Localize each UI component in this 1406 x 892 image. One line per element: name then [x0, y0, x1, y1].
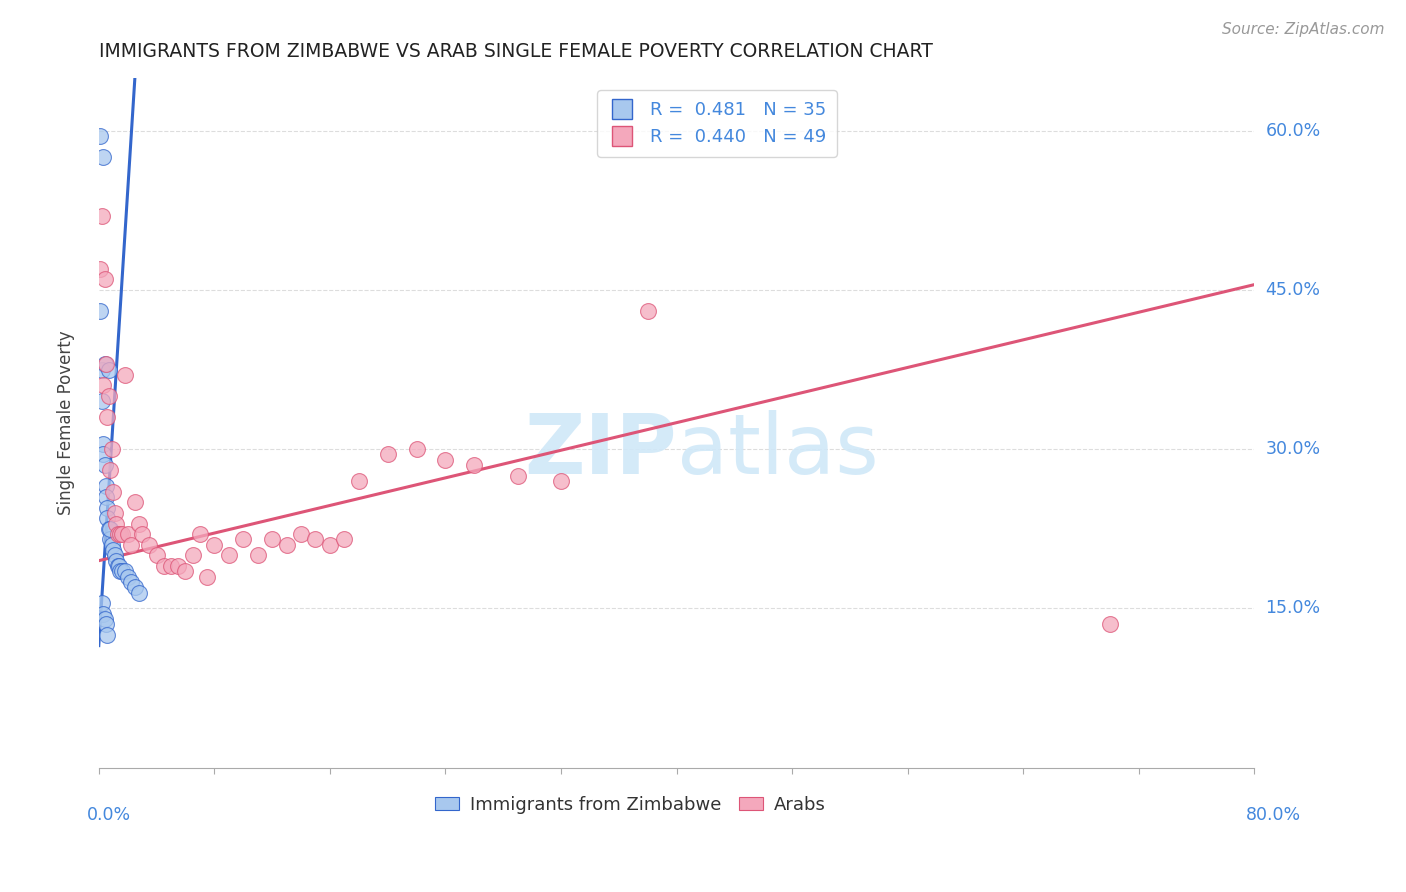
Point: [91, 437, 114, 451]
Point: [101, 538, 124, 552]
Point: [93, 612, 115, 626]
Point: [90, 394, 112, 409]
Point: [110, 527, 132, 541]
Point: [128, 585, 150, 599]
Text: 60.0%: 60.0%: [1265, 121, 1320, 140]
Text: 15.0%: 15.0%: [1265, 599, 1320, 617]
Point: [117, 527, 139, 541]
Point: [98, 533, 121, 547]
Point: [90, 362, 112, 376]
Point: [218, 549, 240, 563]
Text: 80.0%: 80.0%: [1246, 805, 1301, 823]
Point: [347, 474, 370, 488]
Text: atlas: atlas: [676, 409, 879, 491]
Point: [103, 543, 125, 558]
Point: [98, 522, 121, 536]
Point: [195, 569, 218, 583]
Point: [181, 549, 204, 563]
Point: [174, 564, 197, 578]
Point: [405, 442, 427, 457]
Point: [131, 527, 153, 541]
Point: [111, 564, 134, 578]
Point: [124, 495, 146, 509]
Point: [93, 458, 115, 472]
Point: [107, 527, 129, 541]
Point: [117, 569, 139, 583]
Point: [91, 607, 114, 621]
Point: [188, 527, 211, 541]
Point: [103, 484, 125, 499]
Point: [104, 506, 127, 520]
Point: [290, 527, 312, 541]
Y-axis label: Single Female Poverty: Single Female Poverty: [58, 330, 75, 515]
Point: [377, 448, 399, 462]
Point: [104, 549, 127, 563]
Point: [333, 533, 356, 547]
Point: [96, 511, 118, 525]
Text: IMMIGRANTS FROM ZIMBABWE VS ARAB SINGLE FEMALE POVERTY CORRELATION CHART: IMMIGRANTS FROM ZIMBABWE VS ARAB SINGLE …: [98, 42, 932, 61]
Point: [160, 559, 183, 574]
Point: [101, 442, 124, 457]
Point: [128, 516, 150, 531]
Point: [105, 516, 128, 531]
Point: [108, 559, 131, 574]
Point: [114, 564, 136, 578]
Point: [463, 458, 485, 472]
Point: [262, 533, 284, 547]
Text: 30.0%: 30.0%: [1265, 440, 1320, 458]
Point: [124, 580, 146, 594]
Text: 0.0%: 0.0%: [87, 805, 131, 823]
Point: [91, 378, 114, 392]
Point: [304, 533, 326, 547]
Point: [90, 596, 112, 610]
Point: [114, 368, 136, 382]
Point: [120, 574, 142, 589]
Text: ZIP: ZIP: [524, 409, 676, 491]
Point: [96, 500, 118, 515]
Point: [94, 357, 117, 371]
Point: [94, 617, 117, 632]
Point: [107, 559, 129, 574]
Point: [111, 527, 134, 541]
Point: [506, 468, 529, 483]
Point: [98, 463, 121, 477]
Point: [97, 362, 120, 376]
Point: [246, 549, 269, 563]
Point: [145, 549, 167, 563]
Point: [90, 209, 112, 223]
Point: [434, 452, 457, 467]
Point: [110, 564, 132, 578]
Text: Source: ZipAtlas.com: Source: ZipAtlas.com: [1222, 22, 1385, 37]
Point: [96, 628, 118, 642]
Point: [96, 410, 118, 425]
Point: [89, 128, 111, 143]
Point: [276, 538, 298, 552]
Text: 45.0%: 45.0%: [1265, 281, 1320, 299]
Point: [93, 272, 115, 286]
Point: [120, 538, 142, 552]
Point: [105, 554, 128, 568]
Point: [319, 538, 342, 552]
Point: [138, 538, 160, 552]
Point: [202, 538, 225, 552]
Point: [97, 389, 120, 403]
Point: [152, 559, 174, 574]
Legend: Immigrants from Zimbabwe, Arabs: Immigrants from Zimbabwe, Arabs: [429, 789, 832, 821]
Point: [93, 357, 115, 371]
Point: [167, 559, 190, 574]
Point: [91, 150, 114, 164]
Point: [232, 533, 254, 547]
Point: [89, 304, 111, 318]
Point: [94, 479, 117, 493]
Point: [89, 261, 111, 276]
Point: [97, 522, 120, 536]
Point: [91, 448, 114, 462]
Point: [637, 304, 659, 318]
Point: [1098, 617, 1121, 632]
Point: [550, 474, 572, 488]
Point: [94, 490, 117, 504]
